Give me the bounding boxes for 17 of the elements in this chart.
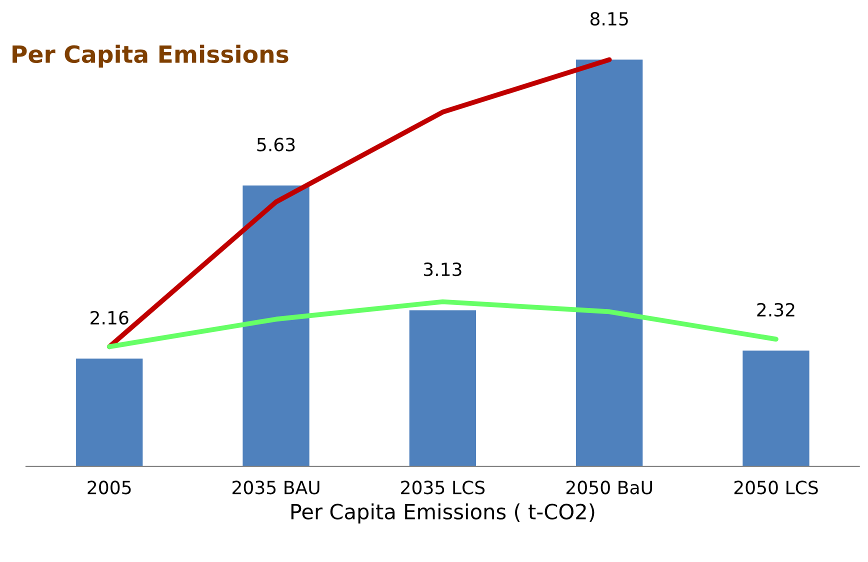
x-tick-label: 2035 LCS: [401, 480, 485, 494]
data-label: 2.16: [90, 310, 128, 325]
x-tick-label: 2005: [88, 480, 131, 494]
bar: [742, 350, 810, 466]
data-label: 5.63: [257, 138, 295, 152]
x-tick-label: 2050 LCS: [734, 480, 818, 494]
data-label: 3.13: [424, 262, 462, 276]
chart-title: Per Capita Emissions: [12, 44, 288, 68]
x-tick-label: 2035 BAU: [232, 480, 320, 494]
bar: [242, 185, 310, 466]
x-axis-title: Per Capita Emissions ( t-CO2): [291, 503, 594, 524]
bar: [409, 310, 476, 466]
data-label: 8.15: [590, 12, 628, 26]
bar: [76, 358, 143, 466]
bar: [576, 60, 643, 466]
data-label: 2.32: [757, 302, 794, 317]
x-tick-label: 2050 BaU: [566, 480, 652, 494]
